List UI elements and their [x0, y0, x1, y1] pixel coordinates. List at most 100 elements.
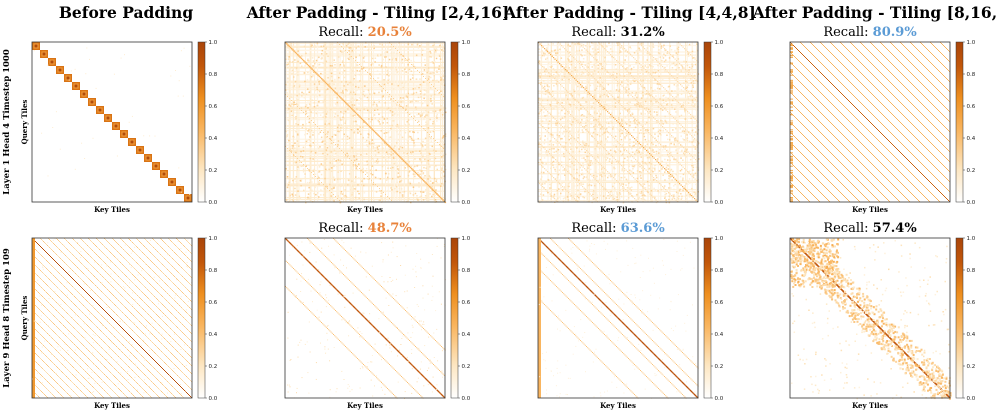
heatmap-cell	[658, 88, 661, 90]
heatmap-cell	[837, 189, 838, 190]
heatmap-cell	[556, 120, 558, 122]
heatmap-cell	[417, 47, 420, 49]
heatmap-cell	[337, 159, 340, 161]
heatmap-cell	[419, 115, 422, 118]
heatmap-cell	[569, 165, 571, 168]
heatmap-cell	[641, 106, 643, 108]
heatmap-cell	[425, 197, 428, 200]
heatmap-cell	[579, 193, 582, 196]
heatmap-cell	[630, 114, 632, 116]
heatmap-cell	[345, 89, 347, 91]
heatmap-cell	[654, 78, 656, 80]
heatmap-cell	[368, 143, 371, 145]
heatmap-cell	[417, 131, 419, 134]
heatmap-cell	[634, 94, 637, 97]
heatmap-cell	[387, 92, 388, 93]
heatmap-cell	[615, 68, 617, 70]
heatmap-cell	[606, 71, 609, 73]
heatmap-cell	[384, 135, 387, 138]
heatmap-cell	[658, 83, 660, 85]
heatmap-cell	[605, 156, 607, 158]
heatmap-cell	[549, 187, 551, 189]
heatmap-cell	[582, 96, 585, 99]
heatmap-cell	[599, 183, 601, 185]
heatmap-cell	[645, 107, 647, 109]
heatmap-cell	[589, 96, 591, 99]
heatmap-cell	[546, 103, 549, 106]
heatmap-cell	[609, 149, 612, 151]
heatmap-cell	[546, 114, 548, 117]
heatmap-cell	[567, 165, 569, 167]
heatmap-cell	[630, 189, 633, 191]
heatmap-cell	[644, 88, 646, 90]
heatmap-cell	[570, 93, 572, 95]
heatmap-cell	[820, 192, 821, 193]
heatmap-cell	[626, 90, 628, 92]
heatmap-cell	[692, 80, 695, 82]
heatmap-cell	[398, 42, 400, 202]
heatmap-cell	[560, 84, 562, 86]
heatmap-cell	[425, 167, 427, 169]
heatmap-cell	[318, 183, 320, 185]
heatmap-cell	[380, 54, 382, 56]
heatmap-cell	[798, 180, 799, 181]
heatmap-cell	[415, 100, 417, 102]
heatmap-cell	[694, 193, 696, 196]
heatmap-cell	[640, 97, 643, 99]
heatmap-cell	[626, 150, 628, 152]
heatmap-cell	[659, 103, 661, 105]
heatmap-cell	[427, 160, 429, 162]
heatmap-cell	[339, 72, 341, 74]
heatmap-cell	[550, 198, 552, 200]
heatmap-cell	[553, 117, 555, 119]
heatmap-cell	[366, 160, 368, 163]
heatmap-cell	[643, 183, 646, 185]
heatmap-cell	[638, 192, 640, 194]
heatmap-cell	[695, 139, 697, 141]
heatmap-cell	[637, 164, 639, 166]
heatmap-cell	[307, 107, 309, 109]
heatmap-cell	[293, 136, 295, 138]
heatmap-cell	[688, 172, 690, 174]
heatmap-cell	[376, 70, 379, 72]
heatmap-cell	[333, 194, 334, 195]
heatmap-cell	[673, 57, 675, 59]
heatmap-cell	[802, 164, 803, 165]
heatmap-cell	[409, 78, 412, 81]
heatmap-cell	[621, 145, 623, 147]
heatmap-cell	[625, 74, 628, 76]
heatmap-cell	[803, 185, 804, 186]
heatmap-cell	[546, 99, 549, 101]
heatmap-cell	[374, 154, 377, 156]
heatmap-cell	[371, 118, 373, 121]
heatmap-cell	[414, 158, 416, 160]
heatmap-cell	[285, 136, 288, 138]
heatmap-cell	[687, 75, 689, 77]
heatmap-cell	[575, 158, 578, 161]
heatmap-cell	[649, 153, 651, 155]
heatmap-cell	[691, 141, 693, 143]
heatmap-cell	[352, 93, 354, 96]
heatmap-cell	[371, 128, 373, 130]
heatmap-cell	[619, 51, 621, 54]
heatmap-cell	[538, 201, 541, 204]
heatmap-cell	[556, 60, 558, 62]
heatmap-cell	[373, 200, 375, 202]
heatmap-cell	[549, 135, 551, 137]
heatmap-cell	[337, 130, 339, 132]
heatmap-cell	[629, 192, 631, 194]
heatmap-cell	[640, 113, 642, 115]
heatmap-cell	[576, 60, 578, 62]
heatmap-cell	[291, 193, 294, 196]
heatmap-cell	[376, 158, 379, 160]
heatmap-cell	[668, 57, 671, 59]
heatmap-cell	[557, 61, 559, 63]
heatmap-cell	[402, 86, 404, 89]
heatmap-cell	[552, 68, 555, 70]
heatmap-cell	[605, 121, 607, 124]
heatmap-cell	[680, 84, 682, 86]
heatmap-cell	[566, 164, 568, 166]
heatmap-cell	[645, 141, 648, 143]
heatmap-cell	[607, 95, 609, 98]
heatmap-cell	[549, 93, 551, 95]
